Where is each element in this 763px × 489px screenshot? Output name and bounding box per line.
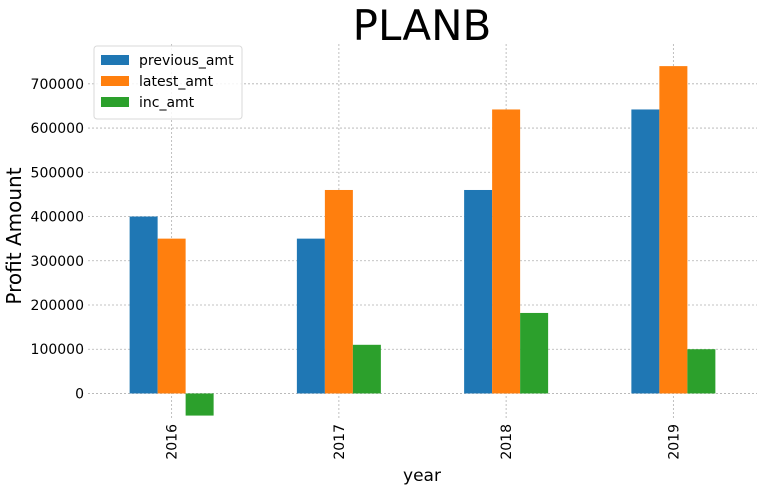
legend-swatch-latest_amt [101,76,129,86]
x-tick-label: 2018 [499,424,515,460]
y-tick-label: 600000 [31,121,84,137]
legend-swatch-inc_amt [101,97,129,107]
bar-latest_amt-2017 [324,189,353,394]
bar-previous_amt-2017 [296,238,325,394]
bar-latest_amt-2018 [492,109,521,394]
bar-previous_amt-2019 [631,109,660,394]
x-tick-label: 2016 [165,424,181,460]
bars [129,66,716,416]
bar-latest_amt-2016 [157,238,186,394]
y-tick-label: 200000 [31,298,84,314]
y-tick-labels: 0 100000 200000 300000 400000 500000 600000 700… [31,77,84,403]
legend-swatch-previous_amt [101,55,129,65]
legend: previous_amt latest_amt inc_amt [93,45,243,120]
bar-inc_amt-2017 [352,344,381,394]
y-axis-label: Profit Amount [2,167,26,304]
y-tick-label: 700000 [31,77,84,93]
x-tick-labels: 2016 2017 2018 2019 [165,424,683,460]
y-tick-label: 100000 [31,342,84,358]
y-tick-label: 500000 [31,165,84,181]
y-tick-label: 400000 [31,210,84,226]
bar-inc_amt-2018 [520,312,549,394]
legend-frame [93,45,243,120]
y-tick-label: 300000 [31,254,84,270]
legend-label-inc_amt: inc_amt [139,95,195,111]
bar-inc_amt-2019 [687,349,716,394]
x-axis-label: year [403,466,441,486]
x-tick-label: 2017 [332,424,348,460]
bar-latest_amt-2019 [659,66,688,394]
bar-inc_amt-2016 [185,393,214,416]
chart-title: PLANB [353,1,492,50]
bar-previous_amt-2018 [464,189,493,394]
x-tick-label: 2019 [666,424,682,460]
y-tick-label: 0 [75,386,84,402]
legend-label-previous_amt: previous_amt [139,53,234,69]
legend-label-latest_amt: latest_amt [139,74,214,90]
bar-previous_amt-2016 [129,216,158,394]
